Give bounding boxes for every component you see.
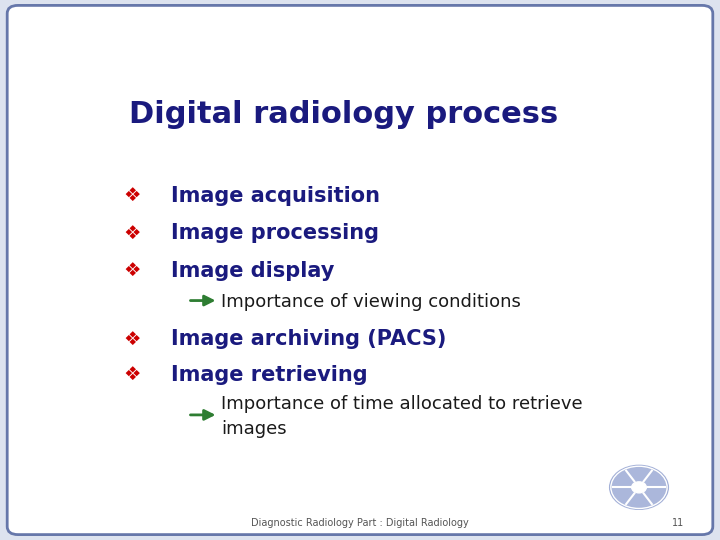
Text: 11: 11: [672, 518, 684, 528]
Text: Diagnostic Radiology Part : Digital Radiology: Diagnostic Radiology Part : Digital Radi…: [251, 518, 469, 528]
Text: Importance of viewing conditions: Importance of viewing conditions: [221, 293, 521, 311]
Text: Digital radiology process: Digital radiology process: [129, 100, 558, 129]
Text: Importance of time allocated to retrieve
images: Importance of time allocated to retrieve…: [221, 395, 582, 437]
Text: ❖: ❖: [123, 365, 140, 384]
Text: Image archiving (PACS): Image archiving (PACS): [171, 329, 446, 349]
Circle shape: [610, 465, 668, 509]
Text: Image acquisition: Image acquisition: [171, 186, 380, 206]
Text: ❖: ❖: [123, 330, 140, 349]
Text: Image retrieving: Image retrieving: [171, 364, 367, 384]
Text: Image display: Image display: [171, 261, 334, 281]
Text: ❖: ❖: [123, 261, 140, 280]
Text: ❖: ❖: [123, 186, 140, 205]
Text: ❖: ❖: [123, 224, 140, 242]
Text: Image processing: Image processing: [171, 223, 379, 243]
Circle shape: [631, 482, 647, 493]
